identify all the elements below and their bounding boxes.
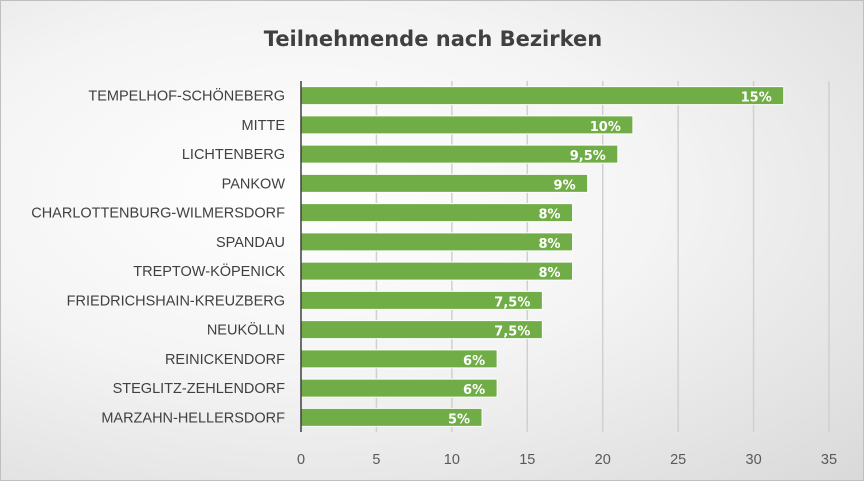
category-label: NEUKÖLLN (207, 321, 285, 339)
category-label: CHARLOTTENBURG-WILMERSDORF (31, 206, 285, 222)
category-label: LICHTENBERG (182, 147, 285, 163)
data-label: 8% (538, 266, 560, 281)
chart-title: Teilnehmende nach Bezirken (264, 27, 602, 51)
x-tick-label: 25 (670, 452, 686, 468)
data-label: 8% (538, 237, 560, 252)
data-label: 7,5% (494, 295, 530, 310)
category-label: TEMPELHOF-SCHÖNEBERG (88, 87, 285, 105)
data-label: 6% (463, 383, 485, 398)
data-label: 7,5% (494, 325, 530, 340)
bar (300, 203, 574, 223)
bar (300, 115, 634, 135)
data-label: 6% (463, 354, 485, 369)
category-label: TREPTOW-KÖPENICK (133, 262, 285, 280)
x-tick-label: 20 (595, 452, 611, 468)
data-label: 8% (538, 208, 560, 223)
data-label: 10% (590, 120, 621, 135)
data-label: 5% (448, 412, 470, 427)
data-label: 9% (554, 178, 576, 193)
category-label: SPANDAU (216, 235, 285, 251)
x-tick-label: 10 (444, 452, 460, 468)
x-tick-label: 15 (519, 452, 535, 468)
category-label: MARZAHN-HELLERSDORF (101, 410, 285, 426)
category-label: REINICKENDORF (165, 352, 285, 368)
category-label: STEGLITZ-ZEHLENDORF (113, 381, 286, 397)
x-tick-label: 5 (372, 452, 380, 468)
x-tick-label: 35 (821, 452, 837, 468)
category-label: MITTE (242, 118, 286, 134)
data-label: 15% (741, 91, 772, 106)
bar (300, 261, 574, 281)
data-label: 9,5% (570, 149, 606, 164)
bar (300, 86, 785, 106)
x-tick-label: 30 (746, 452, 762, 468)
bar (300, 232, 574, 252)
x-tick-label: 0 (297, 452, 305, 468)
bar (300, 173, 589, 193)
category-label: PANKOW (222, 176, 286, 192)
category-label: FRIEDRICHSHAIN-KREUZBERG (67, 293, 285, 309)
